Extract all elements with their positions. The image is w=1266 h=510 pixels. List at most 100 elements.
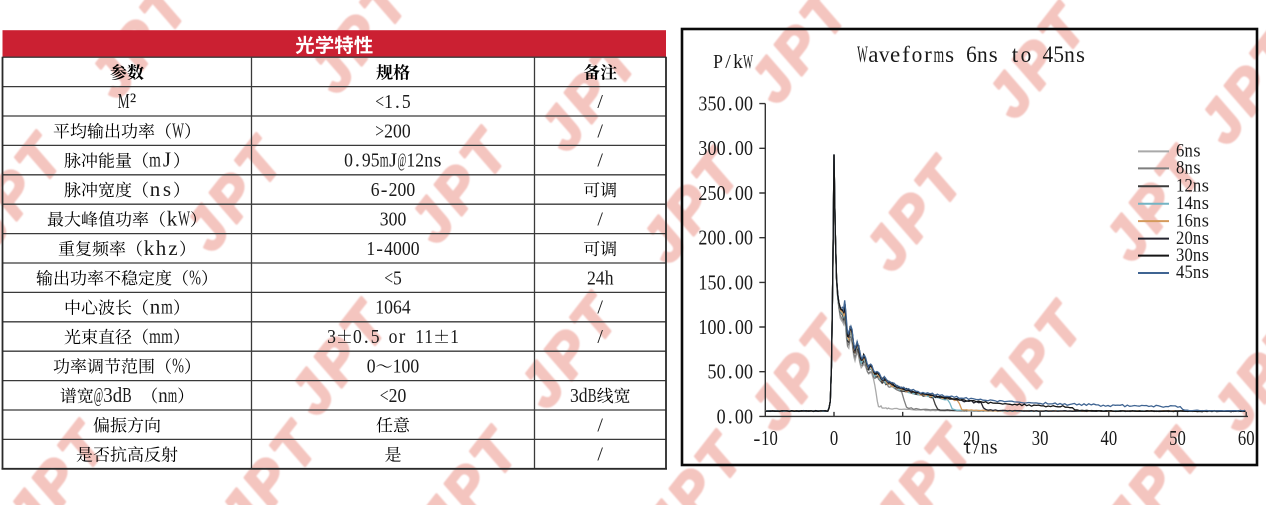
- svg-text:1: 1: [698, 272, 707, 295]
- svg-text:5: 5: [371, 326, 380, 348]
- svg-text:5: 5: [707, 183, 716, 206]
- svg-text:0: 0: [735, 138, 744, 161]
- svg-text:1: 1: [450, 326, 459, 348]
- svg-text:0: 0: [770, 427, 778, 450]
- svg-text:W: W: [178, 207, 190, 230]
- svg-text:-: -: [381, 179, 388, 201]
- svg-text:0: 0: [717, 272, 726, 295]
- svg-text:0: 0: [1184, 227, 1193, 248]
- svg-text:0: 0: [397, 385, 406, 407]
- svg-text:o: o: [912, 41, 923, 67]
- svg-text:m: m: [380, 149, 389, 171]
- svg-text:0: 0: [393, 238, 402, 260]
- svg-text:1: 1: [1176, 192, 1184, 213]
- svg-text:0: 0: [1040, 427, 1048, 450]
- svg-text:0: 0: [1178, 427, 1186, 450]
- svg-text:2: 2: [963, 427, 971, 450]
- svg-text:%: %: [172, 354, 184, 377]
- svg-text:B: B: [122, 383, 131, 406]
- svg-text:s: s: [1202, 211, 1209, 231]
- svg-text:5: 5: [1184, 261, 1193, 282]
- svg-text:n: n: [158, 384, 167, 407]
- svg-text:5: 5: [1169, 427, 1177, 450]
- svg-text:<: <: [380, 384, 389, 406]
- svg-text:.: .: [395, 91, 400, 113]
- svg-text:0: 0: [744, 138, 753, 161]
- svg-text:0: 0: [744, 183, 753, 206]
- svg-text:.: .: [728, 92, 733, 116]
- svg-text:n: n: [150, 295, 161, 319]
- svg-text:3: 3: [1176, 244, 1185, 265]
- svg-text:5: 5: [707, 272, 716, 295]
- svg-text:1: 1: [415, 326, 424, 348]
- svg-text:6: 6: [1176, 140, 1185, 161]
- svg-text:2: 2: [698, 183, 707, 206]
- svg-text:M: M: [118, 89, 130, 113]
- svg-text:.: .: [728, 226, 733, 250]
- svg-text:m: m: [161, 325, 173, 348]
- svg-text:n: n: [1064, 41, 1075, 67]
- svg-text:s: s: [1202, 194, 1209, 214]
- svg-text:n: n: [1193, 192, 1202, 213]
- svg-text:.: .: [728, 315, 733, 339]
- svg-text:n: n: [1193, 209, 1202, 230]
- svg-text:4: 4: [384, 238, 393, 260]
- svg-text:2: 2: [389, 179, 398, 201]
- svg-text:0: 0: [353, 326, 362, 348]
- svg-text:o: o: [389, 326, 398, 348]
- svg-text:3: 3: [103, 384, 112, 407]
- svg-text:5: 5: [707, 361, 716, 384]
- svg-text:5: 5: [393, 267, 402, 289]
- svg-text:2: 2: [389, 385, 398, 407]
- svg-text:0: 0: [830, 427, 838, 450]
- svg-text:2: 2: [698, 227, 707, 250]
- svg-text:2: 2: [587, 267, 596, 289]
- svg-text:0: 0: [735, 317, 744, 340]
- svg-text:@: @: [398, 150, 407, 172]
- svg-text:0: 0: [717, 317, 726, 340]
- svg-text:.: .: [728, 181, 733, 205]
- svg-text:1: 1: [894, 427, 902, 450]
- svg-text:J: J: [163, 148, 171, 172]
- svg-text:4: 4: [596, 267, 605, 289]
- svg-text:0: 0: [735, 93, 744, 116]
- svg-text:0: 0: [1246, 427, 1254, 450]
- svg-text:%: %: [189, 266, 201, 289]
- svg-text:n: n: [1193, 244, 1202, 265]
- svg-text:s: s: [1193, 142, 1200, 162]
- svg-text:0: 0: [707, 227, 716, 250]
- svg-text:0: 0: [903, 427, 911, 450]
- svg-text:-: -: [376, 238, 383, 260]
- svg-text:<: <: [375, 90, 384, 112]
- svg-text:W: W: [172, 119, 184, 142]
- svg-text:n: n: [1193, 261, 1202, 282]
- svg-text:4: 4: [1176, 261, 1185, 282]
- svg-text:0: 0: [397, 209, 406, 231]
- svg-text:n: n: [1193, 227, 1202, 248]
- svg-text:n: n: [1184, 140, 1193, 161]
- svg-text:s: s: [1202, 229, 1209, 249]
- svg-text:/: /: [597, 326, 603, 348]
- svg-text:0: 0: [735, 361, 744, 384]
- svg-text:0: 0: [717, 406, 726, 429]
- svg-text:6: 6: [1238, 427, 1246, 450]
- svg-text:n: n: [1193, 175, 1202, 196]
- svg-text:m: m: [149, 325, 161, 348]
- svg-text:0: 0: [384, 297, 393, 319]
- svg-text:3: 3: [698, 93, 707, 116]
- svg-text:.: .: [728, 360, 733, 384]
- svg-text:/: /: [597, 444, 603, 466]
- svg-text:2: 2: [1184, 175, 1192, 196]
- svg-text:0: 0: [367, 356, 376, 378]
- svg-text:1: 1: [406, 150, 415, 172]
- svg-text:0: 0: [411, 238, 420, 260]
- svg-text:0: 0: [735, 406, 744, 429]
- svg-text:khz: khz: [144, 236, 178, 260]
- svg-text:B: B: [588, 384, 597, 406]
- svg-text:.: .: [728, 136, 733, 160]
- svg-text:2: 2: [384, 120, 393, 142]
- svg-text:/: /: [597, 414, 603, 436]
- svg-text:/: /: [597, 297, 603, 319]
- svg-text:0: 0: [344, 150, 353, 172]
- svg-text:3: 3: [1032, 427, 1040, 450]
